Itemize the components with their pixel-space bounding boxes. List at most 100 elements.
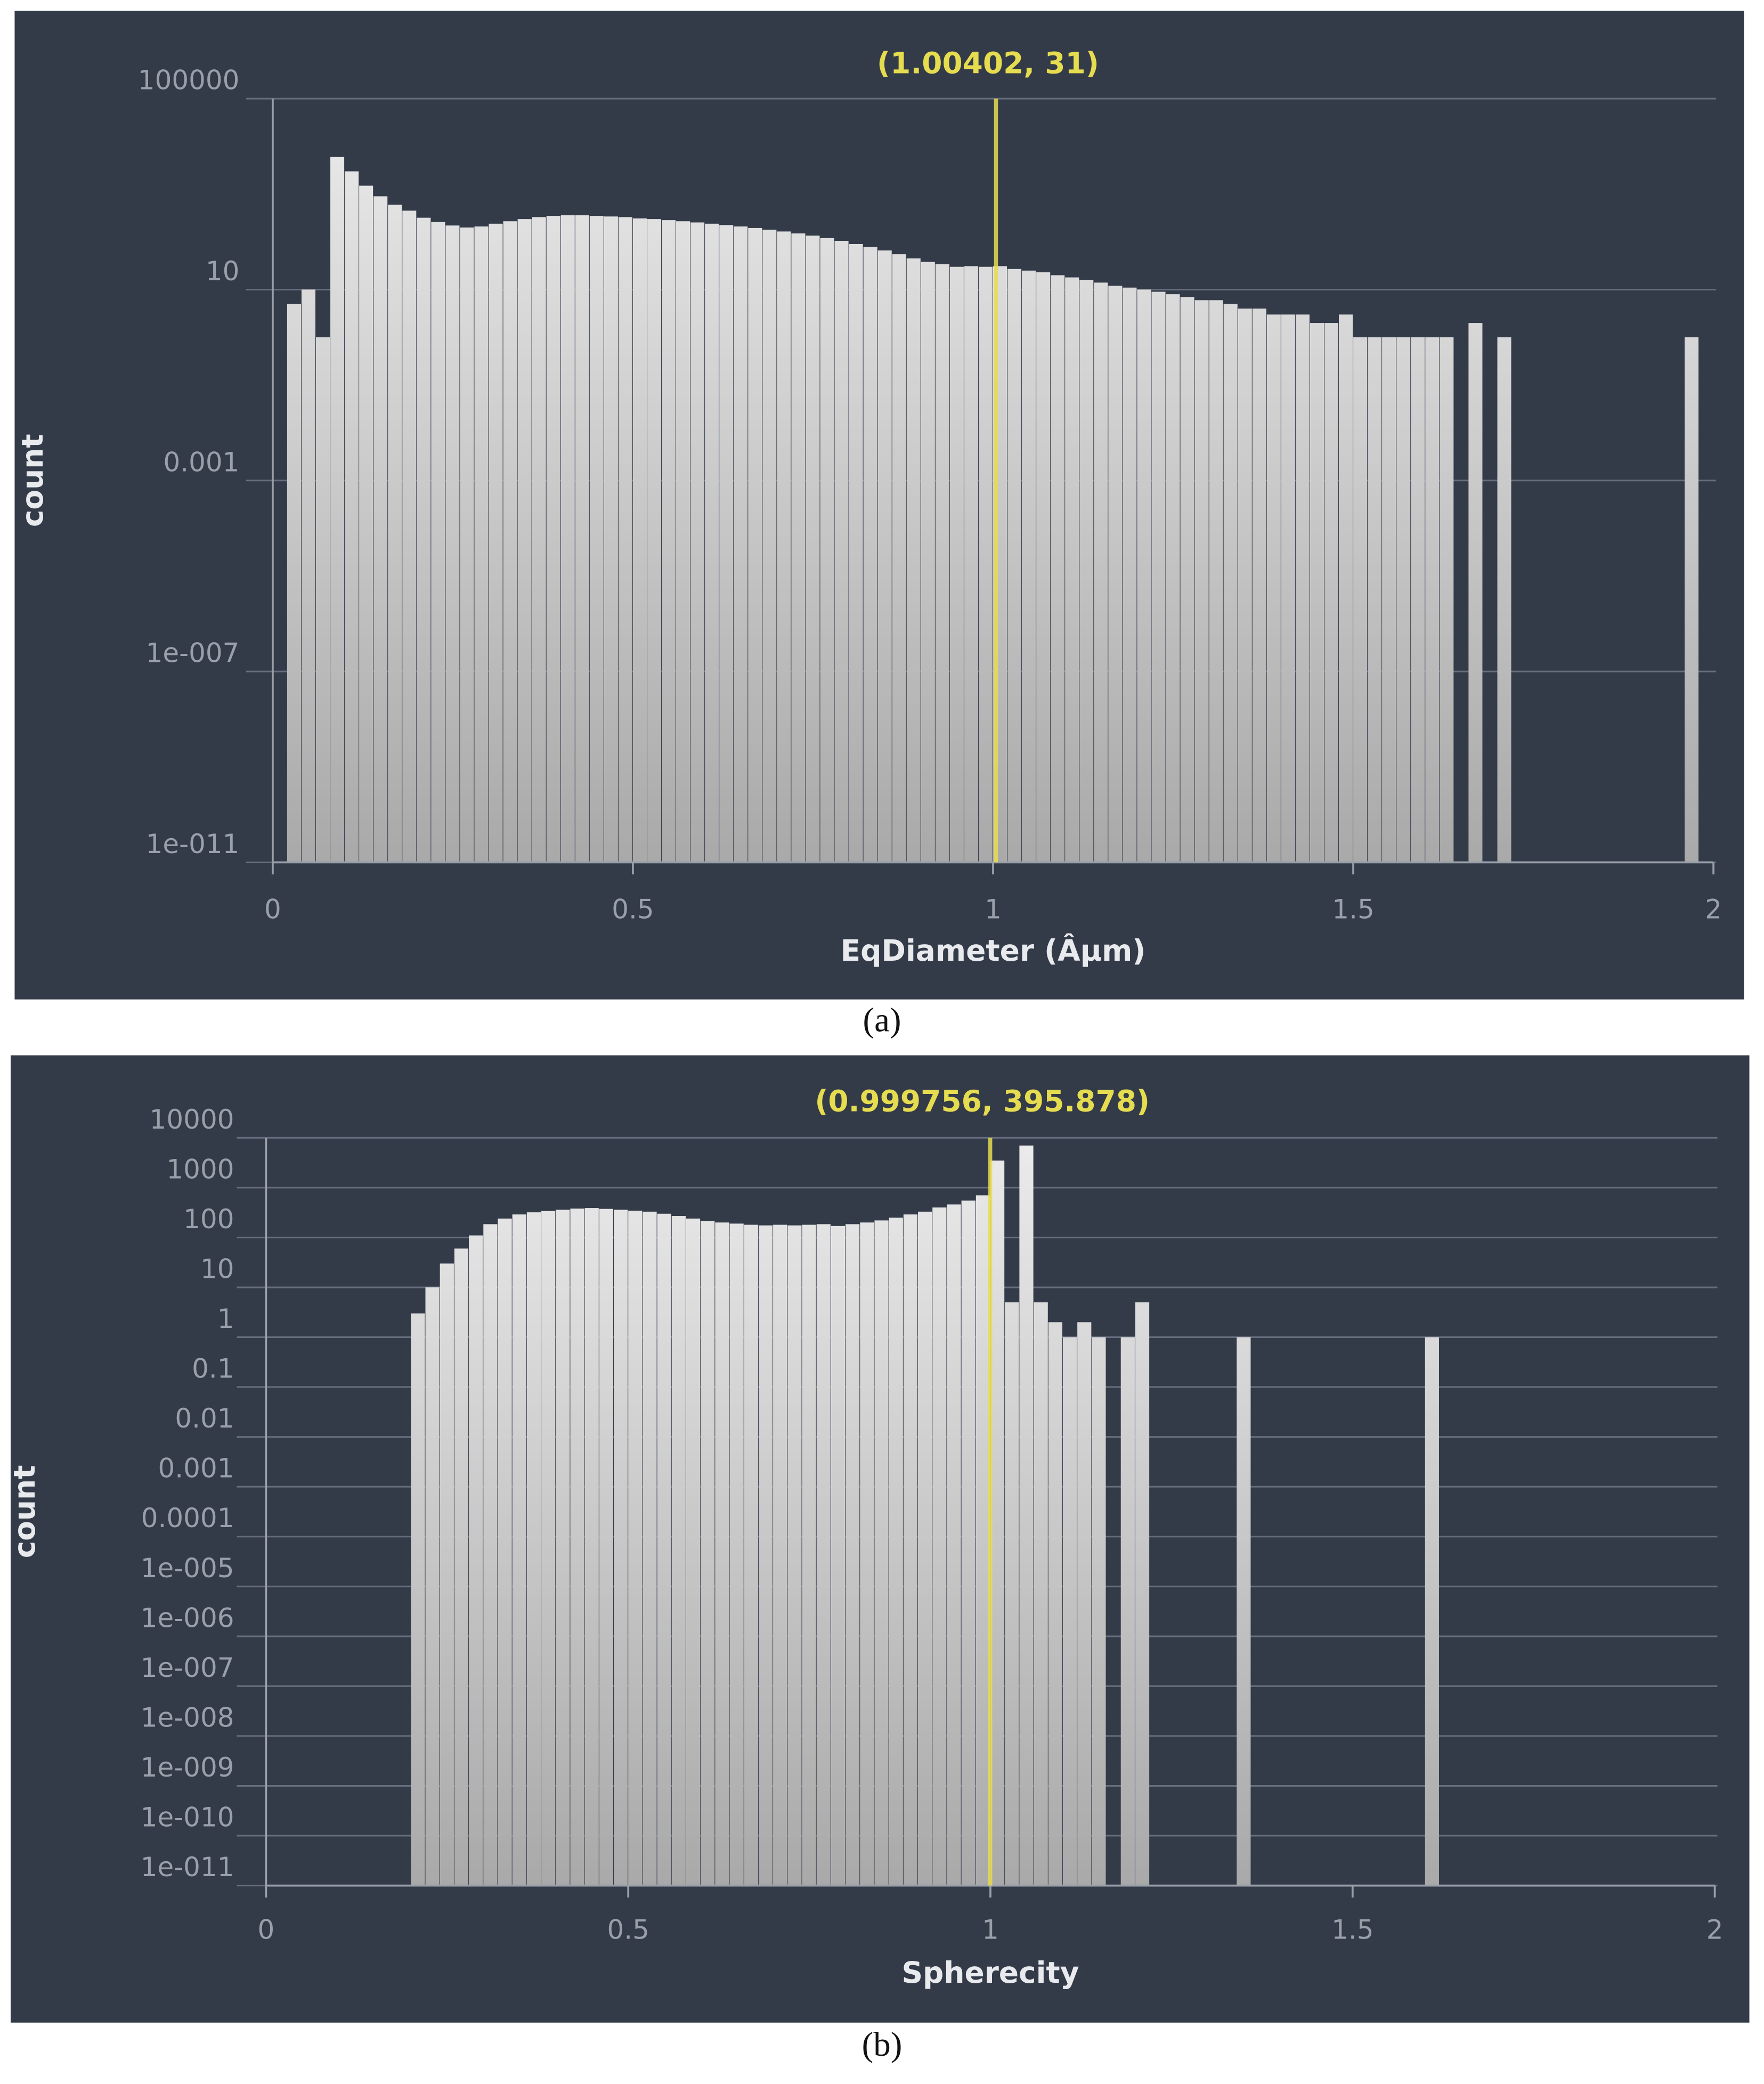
x-axis-label: Spherecity bbox=[902, 1956, 1079, 1990]
bar bbox=[1051, 275, 1065, 863]
bar bbox=[345, 171, 359, 863]
bar bbox=[1238, 309, 1252, 863]
bar bbox=[330, 157, 345, 863]
y-tick-label: 1e-007 bbox=[146, 638, 240, 669]
caption: (b) bbox=[862, 2025, 903, 2064]
bar bbox=[1237, 1337, 1251, 1886]
bar bbox=[517, 219, 532, 863]
bar bbox=[373, 196, 388, 863]
y-tick-label: 1000 bbox=[166, 1154, 234, 1185]
bar bbox=[526, 1212, 541, 1886]
bar bbox=[701, 1221, 715, 1886]
bar bbox=[1123, 287, 1137, 863]
bar bbox=[425, 1287, 440, 1886]
y-tick-label: 0.01 bbox=[175, 1403, 234, 1434]
x-tick-label: 2 bbox=[1706, 1914, 1724, 1945]
bar bbox=[1007, 269, 1022, 863]
bar bbox=[1048, 1322, 1062, 1886]
y-tick-label: 0.001 bbox=[164, 447, 240, 477]
bar bbox=[1425, 1337, 1439, 1886]
bar bbox=[773, 1225, 787, 1886]
bar bbox=[1092, 1337, 1106, 1886]
bar bbox=[1324, 323, 1339, 863]
bar bbox=[690, 222, 705, 863]
y-tick-label: 0.1 bbox=[192, 1353, 234, 1384]
y-tick-label: 10 bbox=[206, 256, 240, 287]
bar bbox=[860, 1222, 874, 1886]
x-axis-label: EqDiameter (Âµm) bbox=[841, 934, 1146, 968]
bar bbox=[1353, 337, 1368, 863]
bar bbox=[978, 266, 993, 863]
bar bbox=[1180, 297, 1194, 863]
bar bbox=[1034, 1302, 1048, 1886]
bar bbox=[1151, 291, 1166, 863]
bar bbox=[1079, 280, 1094, 863]
bar bbox=[1194, 300, 1209, 863]
bar bbox=[846, 1224, 860, 1886]
x-tick-label: 0.5 bbox=[607, 1914, 649, 1945]
bar bbox=[1368, 337, 1382, 863]
bar bbox=[1108, 286, 1123, 863]
bar bbox=[1396, 337, 1411, 863]
bar bbox=[1135, 1302, 1150, 1886]
bar bbox=[1166, 294, 1180, 863]
bar bbox=[906, 258, 921, 863]
bar bbox=[632, 218, 647, 863]
x-tick-label: 1.5 bbox=[1331, 1914, 1373, 1945]
bar bbox=[589, 216, 604, 863]
bar bbox=[671, 1216, 686, 1886]
y-tick-label: 0.001 bbox=[158, 1453, 234, 1484]
bar bbox=[512, 1214, 526, 1886]
bar bbox=[440, 1263, 454, 1886]
bar bbox=[802, 1225, 816, 1886]
bar bbox=[777, 231, 791, 863]
bar bbox=[556, 1210, 570, 1886]
bar bbox=[806, 236, 820, 863]
bar bbox=[1209, 300, 1223, 863]
caption: (a) bbox=[863, 1001, 901, 1040]
bar bbox=[820, 238, 834, 863]
bar bbox=[816, 1224, 831, 1886]
bar bbox=[1036, 272, 1051, 863]
bar bbox=[1019, 1145, 1034, 1886]
bar bbox=[489, 223, 503, 863]
y-tick-label: 1e-009 bbox=[141, 1752, 234, 1783]
bar bbox=[949, 266, 964, 863]
bar bbox=[976, 1195, 990, 1886]
bar bbox=[787, 1225, 802, 1886]
bar bbox=[662, 220, 676, 863]
y-tick-label: 1e-007 bbox=[141, 1652, 234, 1683]
y-tick-label: 1e-011 bbox=[146, 829, 240, 859]
bar bbox=[316, 337, 330, 863]
bar bbox=[686, 1218, 701, 1886]
bar bbox=[676, 221, 690, 863]
bar bbox=[1310, 323, 1324, 863]
bar bbox=[1497, 337, 1511, 863]
x-tick-label: 1 bbox=[982, 1914, 999, 1945]
bar bbox=[1223, 304, 1238, 863]
bar bbox=[791, 233, 806, 863]
bar bbox=[961, 1201, 976, 1886]
bar bbox=[618, 217, 632, 863]
bar bbox=[1120, 1337, 1135, 1886]
y-tick-label: 1e-005 bbox=[141, 1553, 234, 1584]
bar bbox=[1382, 337, 1396, 863]
bar bbox=[863, 247, 877, 863]
x-tick-label: 0 bbox=[264, 894, 281, 925]
bar bbox=[921, 262, 935, 863]
bar bbox=[1065, 277, 1079, 863]
bar bbox=[1005, 1302, 1019, 1886]
bar bbox=[411, 1313, 425, 1886]
bar bbox=[359, 185, 373, 863]
bar bbox=[1077, 1322, 1092, 1886]
y-tick-label: 1e-006 bbox=[141, 1602, 234, 1633]
bar bbox=[715, 1222, 729, 1886]
bar bbox=[431, 222, 445, 863]
bar bbox=[1137, 289, 1151, 863]
bar bbox=[1295, 314, 1310, 863]
bar bbox=[560, 215, 575, 863]
bar bbox=[918, 1211, 932, 1886]
bar bbox=[719, 225, 734, 863]
bar bbox=[1094, 282, 1108, 863]
